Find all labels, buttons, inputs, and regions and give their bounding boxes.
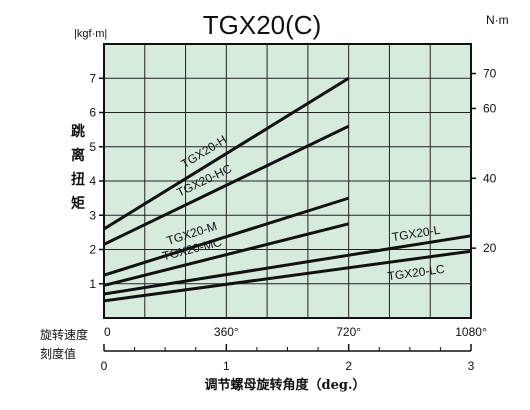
scale-label-speed: 旋转速度 (40, 327, 88, 342)
series-line-3 (103, 196, 350, 277)
rev-tick-label: 0 (101, 359, 108, 373)
ylabel-char-3: 扭 (71, 171, 85, 188)
left-tick-label: 3 (89, 208, 96, 222)
series-lines (103, 76, 472, 303)
x-tick-label: 0 (104, 325, 111, 339)
left-tick-label: 1 (89, 277, 96, 291)
x-axis-label: 调节螺母旋转角度（deg.） (205, 377, 366, 393)
series-line-6 (103, 249, 472, 303)
x-tick-label: 720° (336, 325, 361, 339)
rev-tick-label: 3 (468, 359, 475, 373)
left-tick-label: 4 (89, 174, 96, 188)
ylabel-char-2: 离 (71, 147, 85, 164)
left-tick-label: 5 (89, 140, 96, 154)
right-tick-label: 60 (483, 101, 497, 115)
x-tick-label: 1080° (455, 325, 487, 339)
right-unit-label: N·m (486, 13, 509, 27)
chart-title: TGX20(C) (203, 10, 321, 40)
series-line-2 (103, 124, 350, 246)
axes: 1 2 3 4 5 6 7 20 40 60 70 0 360° 720° 1080° 0 1 2 3 (89, 67, 496, 373)
left-unit-label: |kgf·m| (74, 28, 107, 40)
scale-label-value: 刻度值 (40, 346, 76, 361)
right-tick-label: 20 (483, 241, 497, 255)
rev-tick-label: 1 (223, 359, 230, 373)
left-tick-label: 7 (89, 71, 96, 85)
ylabel-char-1: 跳 (71, 123, 85, 140)
rev-tick-label: 2 (345, 359, 352, 373)
x-tick-label: 360° (214, 325, 239, 339)
ylabel-char-4: 矩 (71, 195, 85, 212)
series-line-5 (103, 234, 472, 296)
series-line-4 (103, 222, 350, 287)
right-tick-label: 40 (483, 171, 497, 185)
left-tick-label: 6 (89, 106, 96, 120)
right-tick-label: 70 (483, 67, 497, 81)
series-line-1 (103, 76, 350, 231)
left-tick-label: 2 (89, 243, 96, 257)
